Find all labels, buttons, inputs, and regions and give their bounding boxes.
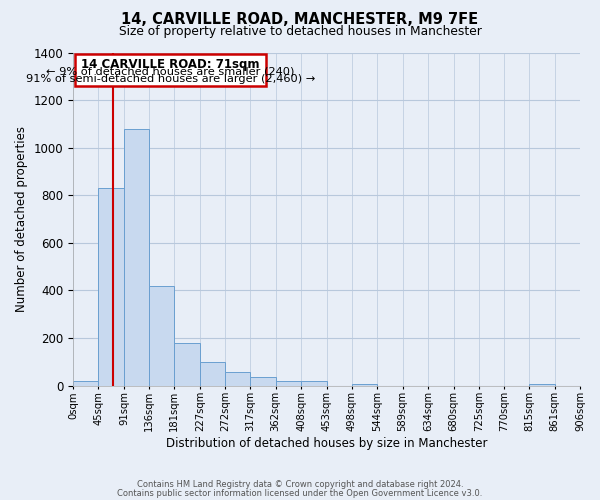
Text: 91% of semi-detached houses are larger (2,460) →: 91% of semi-detached houses are larger (… (26, 74, 315, 84)
Bar (301, 381, 326, 386)
Bar (75, 54, 266, 86)
Bar (529, 384, 555, 386)
Bar (225, 372, 250, 386)
Bar (250, 376, 275, 386)
Bar (98, 188, 124, 386)
Text: 14, CARVILLE ROAD, MANCHESTER, M9 7FE: 14, CARVILLE ROAD, MANCHESTER, M9 7FE (121, 12, 479, 28)
Text: Contains public sector information licensed under the Open Government Licence v3: Contains public sector information licen… (118, 489, 482, 498)
Bar (175, 342, 200, 386)
Y-axis label: Number of detached properties: Number of detached properties (15, 126, 28, 312)
X-axis label: Distribution of detached houses by size in Manchester: Distribution of detached houses by size … (166, 437, 487, 450)
Text: ← 9% of detached houses are smaller (240): ← 9% of detached houses are smaller (240… (46, 66, 295, 76)
Bar (149, 286, 175, 386)
Bar (73, 381, 98, 386)
Bar (275, 381, 301, 386)
Text: Contains HM Land Registry data © Crown copyright and database right 2024.: Contains HM Land Registry data © Crown c… (137, 480, 463, 489)
Text: Size of property relative to detached houses in Manchester: Size of property relative to detached ho… (119, 25, 481, 38)
Bar (352, 384, 377, 386)
Bar (200, 362, 225, 386)
Text: 14 CARVILLE ROAD: 71sqm: 14 CARVILLE ROAD: 71sqm (81, 58, 260, 71)
Bar (124, 128, 149, 386)
